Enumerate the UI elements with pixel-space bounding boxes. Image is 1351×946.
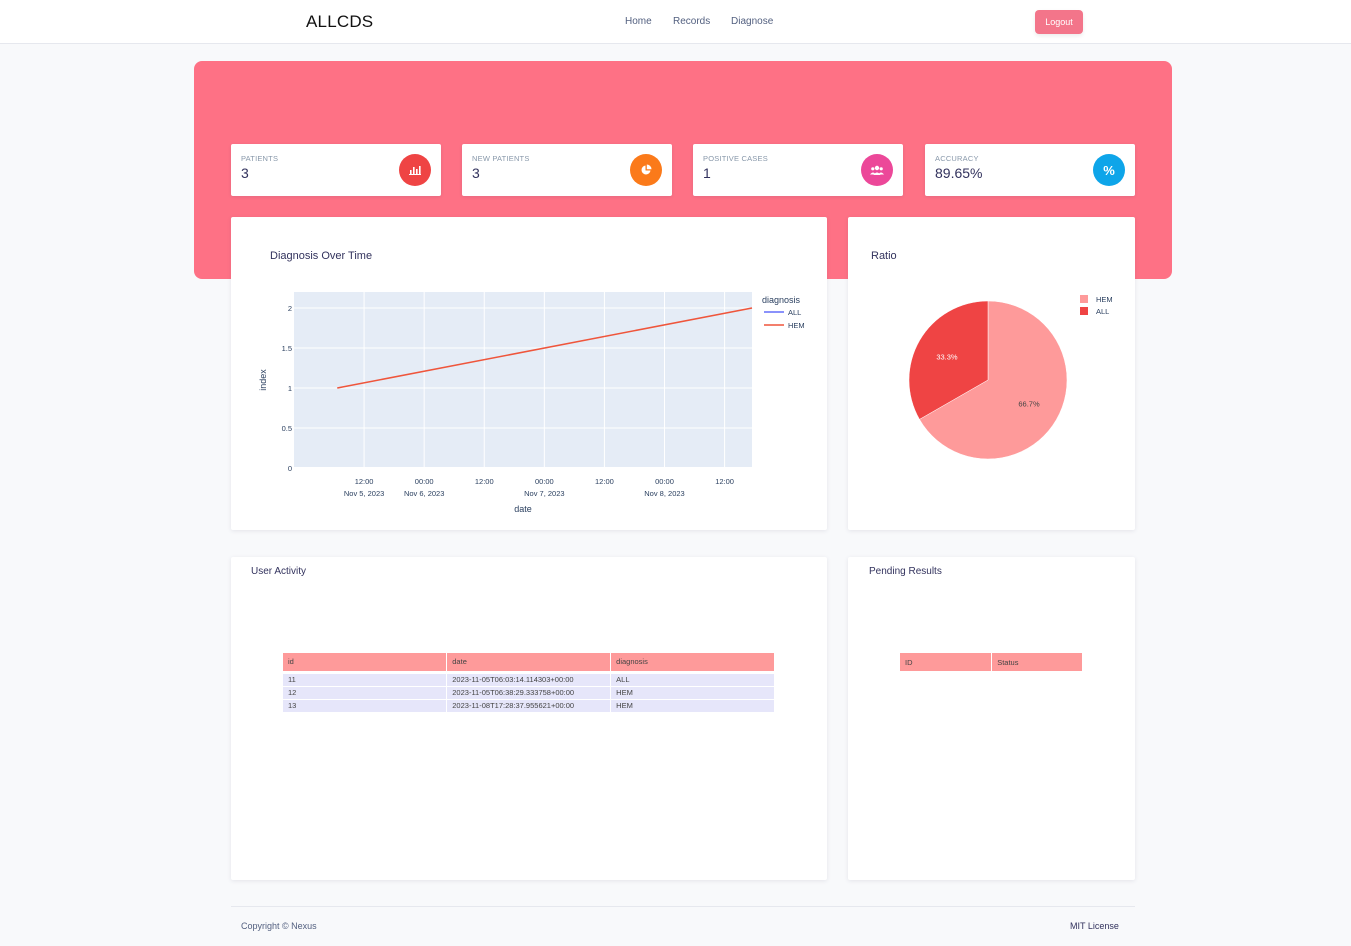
cell-date: 2023-11-05T06:03:14.114303+00:00 [446,672,612,686]
table-header-row: id date diagnosis [283,653,775,671]
nav-link-records[interactable]: Records [673,16,711,27]
x-tick-label: 00:00 [655,477,674,486]
x-tick-label: 00:00 [535,477,554,486]
panel-title: Ratio [871,250,897,262]
x-tick-sublabel: Nov 6, 2023 [404,489,444,498]
pie-slice-label: 66.7% [1018,400,1040,409]
pie-chart[interactable]: 66.7% 33.3% HEM ALL [848,217,1135,530]
x-tick-label: 12:00 [475,477,494,486]
stat-label: ACCURACY [935,154,979,163]
cell-date: 2023-11-08T17:28:37.955621+00:00 [446,698,612,712]
column-header-id[interactable]: id [283,653,448,671]
stat-value: 3 [472,165,480,181]
pie-slice-hem [919,300,1068,460]
pie-slice-all [908,300,989,420]
y-tick-label: 1.5 [282,344,292,353]
table-header-row: ID Status [900,653,1083,671]
diagnosis-over-time-panel: Diagnosis Over Time 12:00 Nov 5, 2023 00:0… [231,217,827,530]
y-tick-label: 0 [288,464,292,473]
stat-card-patients: PATIENTS 3 [231,144,441,196]
legend-entry: HEM [788,321,805,330]
column-header-diagnosis[interactable]: diagnosis [610,653,775,671]
activity-table: id date diagnosis 11 2023-11-05T06:03:14… [283,653,775,712]
cell-date: 2023-11-05T06:38:29.333758+00:00 [446,685,612,699]
stat-label: NEW PATIENTS [472,154,530,163]
stat-value: 89.65% [935,165,983,181]
logout-button[interactable]: Logout [1035,10,1083,34]
ratio-panel: Ratio 66.7% 33.3% HEM ALL [848,217,1135,530]
panel-title: User Activity [251,566,307,577]
stat-card-positive-cases: POSITIVE CASES 1 [693,144,903,196]
legend-title: diagnosis [762,295,801,305]
percent-icon: % [1093,154,1125,186]
chart-bar-icon [399,154,431,186]
stat-card-new-patients: NEW PATIENTS 3 [462,144,672,196]
column-header-id[interactable]: ID [900,653,993,671]
panel-title: Diagnosis Over Time [270,250,373,262]
stat-value: 3 [241,165,249,181]
nav-link-home[interactable]: Home [625,16,652,27]
footer-copyright: Copyright © Nexus [241,921,317,931]
cell-id: 11 [283,672,448,686]
x-tick-label: 00:00 [415,477,434,486]
x-tick-sublabel: Nov 7, 2023 [524,489,564,498]
x-tick-sublabel: Nov 8, 2023 [644,489,684,498]
column-header-date[interactable]: date [446,653,612,671]
column-header-status[interactable]: Status [991,653,1083,671]
pie-slice-label: 33.3% [936,352,958,361]
x-tick-label: 12:00 [595,477,614,486]
legend-entry: ALL [788,308,801,317]
panel-title: Pending Results [869,566,942,577]
line-chart[interactable]: 12:00 Nov 5, 2023 00:00 Nov 6, 2023 12:00 00:… [231,217,827,530]
series-line-hem [337,307,753,389]
table-row: 13 2023-11-08T17:28:37.955621+00:00 HEM [283,698,775,712]
y-tick-label: 2 [288,304,292,313]
y-tick-label: 1 [288,384,292,393]
stat-label: POSITIVE CASES [703,154,768,163]
cell-diagnosis: ALL [610,672,775,686]
x-tick-sublabel: Nov 5, 2023 [344,489,384,498]
nav-link-diagnose[interactable]: Diagnose [731,16,774,27]
y-axis-label: index [258,369,268,391]
footer-divider [231,906,1135,907]
stat-value: 1 [703,165,711,181]
cell-diagnosis: HEM [610,698,775,712]
pie-chart-icon [630,154,662,186]
navbar: ALLCDS Home Records Diagnose Logout [0,0,1351,44]
y-tick-label: 0.5 [282,424,292,433]
cell-id: 13 [283,698,448,712]
legend-swatch [1080,295,1088,303]
x-tick-label: 12:00 [715,477,734,486]
cell-diagnosis: HEM [610,685,775,699]
users-icon [861,154,893,186]
stat-label: PATIENTS [241,154,279,163]
user-activity-panel: User Activity id date diagnosis 11 2023-… [231,557,827,880]
brand-logo[interactable]: ALLCDS [306,12,374,31]
pending-table: ID Status [900,653,1083,671]
footer-license-link[interactable]: MIT License [1070,921,1119,931]
x-tick-label: 12:00 [355,477,374,486]
x-axis-label: date [514,504,532,514]
legend-entry: ALL [1096,307,1109,316]
cell-id: 12 [283,685,448,699]
legend-swatch [1080,307,1088,315]
table-row: 12 2023-11-05T06:38:29.333758+00:00 HEM [283,685,775,699]
stat-card-accuracy: ACCURACY 89.65% % [925,144,1135,196]
legend-entry: HEM [1096,295,1113,304]
pending-results-panel: Pending Results ID Status [848,557,1135,880]
plot-area [294,292,752,468]
table-row: 11 2023-11-05T06:03:14.114303+00:00 ALL [283,672,775,686]
